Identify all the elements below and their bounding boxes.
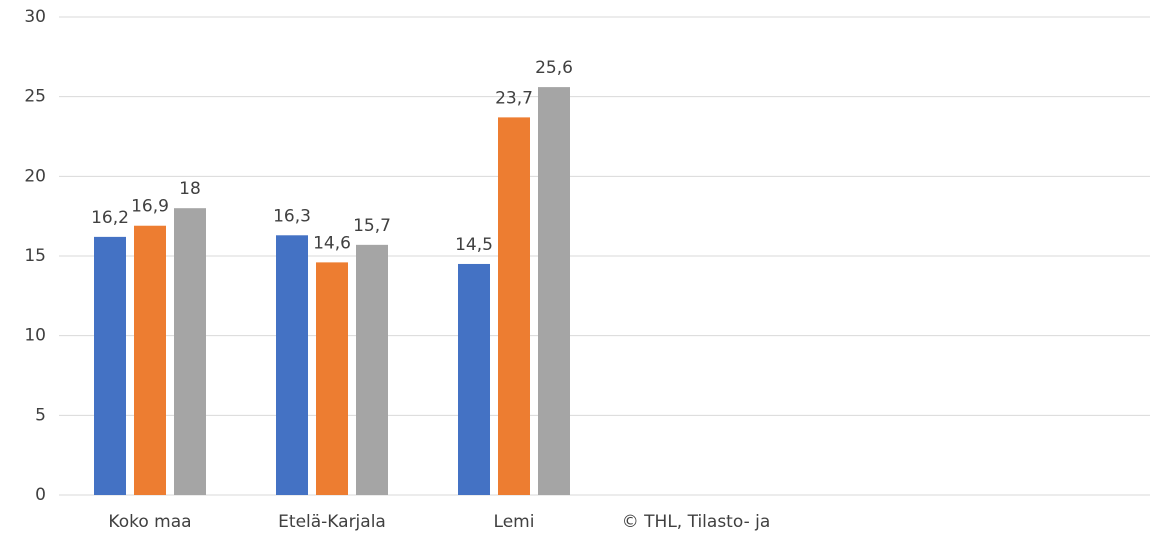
y-tick-label: 25 [24, 87, 46, 107]
y-tick-label: 30 [24, 7, 46, 27]
data-label: 16,3 [273, 206, 311, 226]
y-tick-label: 15 [24, 246, 46, 266]
bar [174, 208, 206, 495]
y-tick-label: 10 [24, 326, 46, 346]
bar [538, 87, 570, 496]
data-label: 23,7 [495, 88, 533, 108]
x-tick-label: © THL, Tilasto- ja [622, 512, 771, 532]
bar [458, 263, 490, 495]
data-label: 14,5 [455, 235, 493, 255]
x-tick-label: Lemi [494, 512, 535, 532]
y-tick-label: 0 [35, 485, 46, 505]
data-label: 16,9 [131, 197, 169, 217]
bar [134, 225, 166, 495]
bar [276, 235, 308, 495]
data-label: 14,6 [313, 233, 351, 253]
y-tick-label: 5 [35, 405, 46, 425]
bar [316, 262, 348, 495]
bar [94, 236, 126, 495]
data-label: 25,6 [535, 58, 573, 78]
bar [356, 244, 388, 495]
data-label: 16,2 [91, 208, 129, 228]
x-tick-label: Koko maa [108, 512, 191, 532]
x-tick-label: Etelä-Karjala [278, 512, 386, 532]
data-label: 15,7 [353, 216, 391, 236]
y-tick-label: 20 [24, 166, 46, 186]
bar [498, 117, 530, 495]
data-label: 18 [179, 179, 201, 199]
